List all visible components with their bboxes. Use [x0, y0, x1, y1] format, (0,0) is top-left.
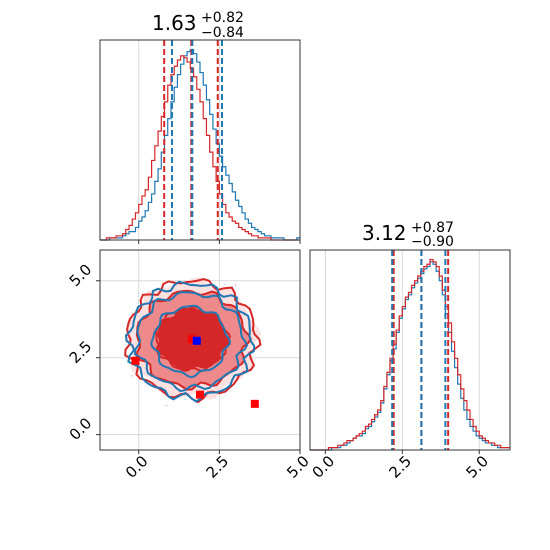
bottom-left-y-tick-label-0: 0.0	[66, 414, 96, 444]
bottom-left-red-contour-2	[124, 278, 262, 404]
bottom-left-marker-3	[187, 335, 196, 344]
bottom-left-sample-point	[184, 398, 187, 401]
bottom-right-tick-marks	[324, 450, 480, 454]
bottom-left-x-tick-label-1: 2.5	[203, 452, 233, 482]
bottom-right-x-tick-label-2: 5.0	[462, 452, 492, 482]
bottom-left-marker-0	[131, 356, 140, 365]
top-left-gridlines	[138, 40, 220, 240]
top-left-histogram-red	[100, 55, 300, 241]
bottom-right-histogram-blue	[310, 261, 510, 451]
bottom-left-sample-point	[165, 404, 168, 407]
bottom-right-quantile-lines	[391, 250, 450, 450]
bottom-right-title-median: 3.12	[362, 221, 407, 245]
bottom-right-histogram-red	[310, 258, 510, 451]
bottom-left-blue-contour-2	[124, 280, 256, 403]
bottom-left-sample-point	[223, 283, 226, 286]
bottom-right-title-plus: +0.87	[411, 220, 454, 236]
bottom-left-x-tick-label-0: 0.0	[122, 452, 152, 482]
bottom-right-title-minus: −0.90	[411, 234, 454, 250]
bottom-left-blue-contour-1	[133, 291, 249, 393]
bottom-left-axes-frame	[99, 249, 301, 451]
bottom-left-panel: 0.0 2.5 5.0 0.0 2.5 5.0	[66, 249, 313, 482]
top-left-title: 1.63	[152, 11, 197, 35]
bottom-right-x-tick-label-0: 0.0	[309, 452, 339, 482]
bottom-left-marker-2	[250, 399, 259, 408]
top-left-title-minus: −0.84	[201, 25, 244, 41]
bottom-left-x-tick-labels: 0.0 2.5 5.0	[122, 452, 313, 482]
top-left-axes-frame	[99, 39, 301, 241]
bottom-left-y-tick-labels: 0.0 2.5 5.0	[66, 260, 96, 443]
bottom-left-blue-contour-0	[150, 304, 231, 379]
top-left-histograms	[100, 48, 300, 241]
bottom-right-histograms	[310, 258, 510, 451]
bottom-right-panel: 0.0 2.5 5.0 3.12 +0.87 −0.90	[309, 220, 511, 482]
bottom-left-tick-marks	[96, 280, 301, 454]
top-left-title-median: 1.63	[152, 11, 197, 35]
top-left-title-plus: +0.82	[201, 10, 244, 26]
bottom-left-markers	[131, 335, 259, 408]
bottom-left-x-tick-label-2: 5.0	[283, 452, 313, 482]
bottom-left-marker-1	[196, 390, 204, 399]
bottom-left-y-tick-label-2: 5.0	[66, 260, 96, 290]
top-left-tick-marks	[138, 240, 301, 244]
bottom-right-x-tick-label-1: 2.5	[386, 452, 416, 482]
top-left-panel: 1.63 +0.82 −0.84	[99, 10, 301, 244]
bottom-right-axes-frame	[309, 249, 511, 451]
bottom-right-x-tick-labels: 0.0 2.5 5.0	[309, 452, 492, 482]
top-left-histogram-blue	[100, 48, 300, 241]
bottom-right-title: 3.12	[362, 221, 407, 245]
bottom-left-sample-point	[131, 374, 134, 377]
top-left-quantile-lines	[163, 40, 223, 240]
bottom-right-gridlines	[324, 250, 480, 450]
bottom-left-marker-4	[192, 336, 201, 345]
bottom-left-sample-point	[234, 284, 237, 287]
bottom-left-y-tick-label-1: 2.5	[66, 337, 96, 367]
